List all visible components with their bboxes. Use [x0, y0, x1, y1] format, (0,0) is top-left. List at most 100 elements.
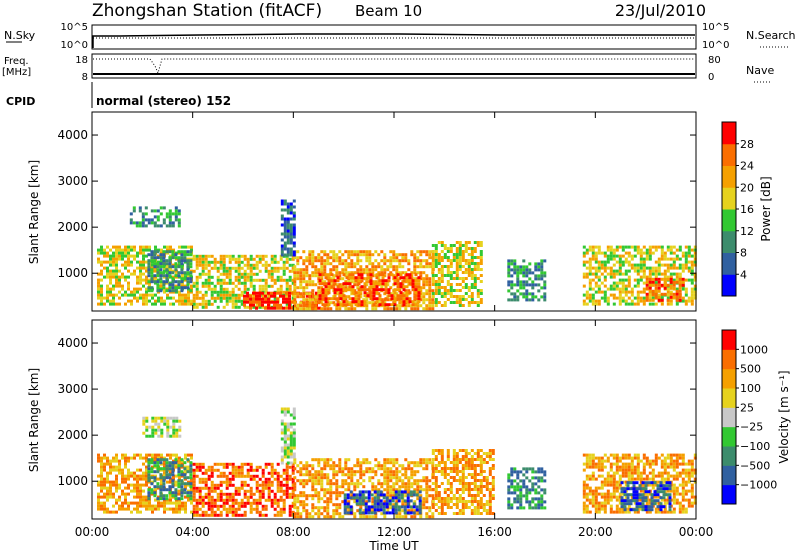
data-cell: [528, 262, 532, 266]
data-cell: [326, 491, 330, 495]
data-cell: [195, 263, 199, 267]
data-cell: [470, 464, 474, 467]
data-cell: [190, 245, 193, 249]
data-cell: [660, 248, 664, 252]
data-cell: [392, 259, 396, 263]
data-cell: [124, 278, 127, 282]
data-cell: [186, 250, 190, 254]
data-cell: [234, 296, 238, 300]
data-cell: [157, 422, 161, 426]
data-cell: [356, 470, 360, 474]
data-cell: [365, 256, 369, 260]
data-cell: [678, 280, 682, 284]
data-cell: [693, 284, 697, 288]
data-cell: [395, 515, 399, 519]
data-cell: [380, 259, 384, 263]
data-cell: [237, 296, 241, 300]
data-cell: [333, 297, 337, 301]
data-cell: [419, 485, 423, 489]
data-cell: [216, 486, 220, 490]
data-cell: [183, 250, 187, 254]
data-cell: [201, 305, 205, 309]
data-cell: [246, 305, 250, 309]
data-cell: [180, 256, 184, 260]
data-cell: [422, 280, 426, 284]
data-cell: [354, 279, 358, 283]
data-cell: [296, 250, 300, 254]
data-cell: [428, 307, 432, 311]
data-cell: [376, 505, 380, 509]
data-cell: [385, 505, 389, 509]
data-cell: [464, 271, 468, 274]
data-cell: [115, 245, 118, 249]
data-cell: [663, 277, 667, 281]
data-cell: [669, 292, 673, 296]
data-cell: [240, 513, 244, 517]
data-cell: [690, 263, 694, 267]
data-cell: [455, 464, 459, 467]
data-cell: [279, 284, 283, 288]
data-cell: [362, 461, 366, 465]
data-cell: [190, 299, 193, 303]
nsearch-label: N.Search: [746, 29, 796, 42]
data-cell: [345, 303, 349, 307]
data-cell: [392, 268, 396, 272]
data-cell: [425, 482, 429, 486]
data-cell: [621, 290, 625, 294]
data-cell: [273, 257, 277, 261]
data-cell: [302, 503, 306, 507]
data-cell: [171, 212, 175, 216]
data-cell: [461, 295, 465, 298]
data-cell: [184, 275, 187, 279]
data-cell: [228, 272, 232, 276]
data-cell: [669, 302, 673, 306]
data-cell: [174, 286, 178, 290]
data-cell: [178, 245, 181, 249]
data-cell: [276, 269, 280, 273]
colorbar-swatch: [722, 165, 736, 188]
data-cell: [145, 498, 148, 502]
data-cell: [354, 303, 358, 307]
data-cell: [178, 510, 181, 514]
data-cell: [279, 257, 283, 261]
data-cell: [431, 476, 435, 479]
data-cell: [461, 473, 465, 476]
data-cell: [594, 251, 598, 255]
data-cell: [597, 299, 601, 303]
data-cell: [353, 515, 357, 519]
data-cell: [351, 291, 355, 295]
data-cell: [258, 489, 262, 493]
data-cell: [389, 292, 393, 296]
data-cell: [449, 467, 453, 470]
data-cell: [289, 241, 293, 245]
data-cell: [249, 284, 253, 288]
data-cell: [124, 275, 127, 279]
data-cell: [156, 265, 160, 269]
data-cell: [162, 283, 166, 287]
data-cell: [428, 494, 432, 498]
data-cell: [204, 471, 208, 475]
colorbar-swatch: [722, 252, 736, 275]
data-cell: [648, 251, 652, 255]
data-cell: [291, 492, 295, 496]
data-cell: [612, 293, 616, 297]
data-cell: [225, 272, 229, 276]
data-cell: [273, 507, 277, 511]
data-cell: [402, 276, 406, 280]
data-cell: [413, 500, 417, 504]
data-cell: [292, 232, 296, 236]
data-cell: [367, 505, 371, 509]
data-cell: [660, 277, 664, 281]
data-cell: [150, 218, 154, 222]
data-cell: [402, 285, 406, 289]
data-cell: [690, 248, 694, 252]
data-cell: [467, 268, 471, 271]
data-cell: [374, 494, 378, 498]
data-cell: [314, 491, 318, 495]
data-cell: [409, 505, 413, 509]
data-cell: [222, 254, 226, 258]
data-cell: [491, 464, 495, 467]
data-cell: [681, 263, 685, 267]
data-cell: [308, 274, 312, 278]
